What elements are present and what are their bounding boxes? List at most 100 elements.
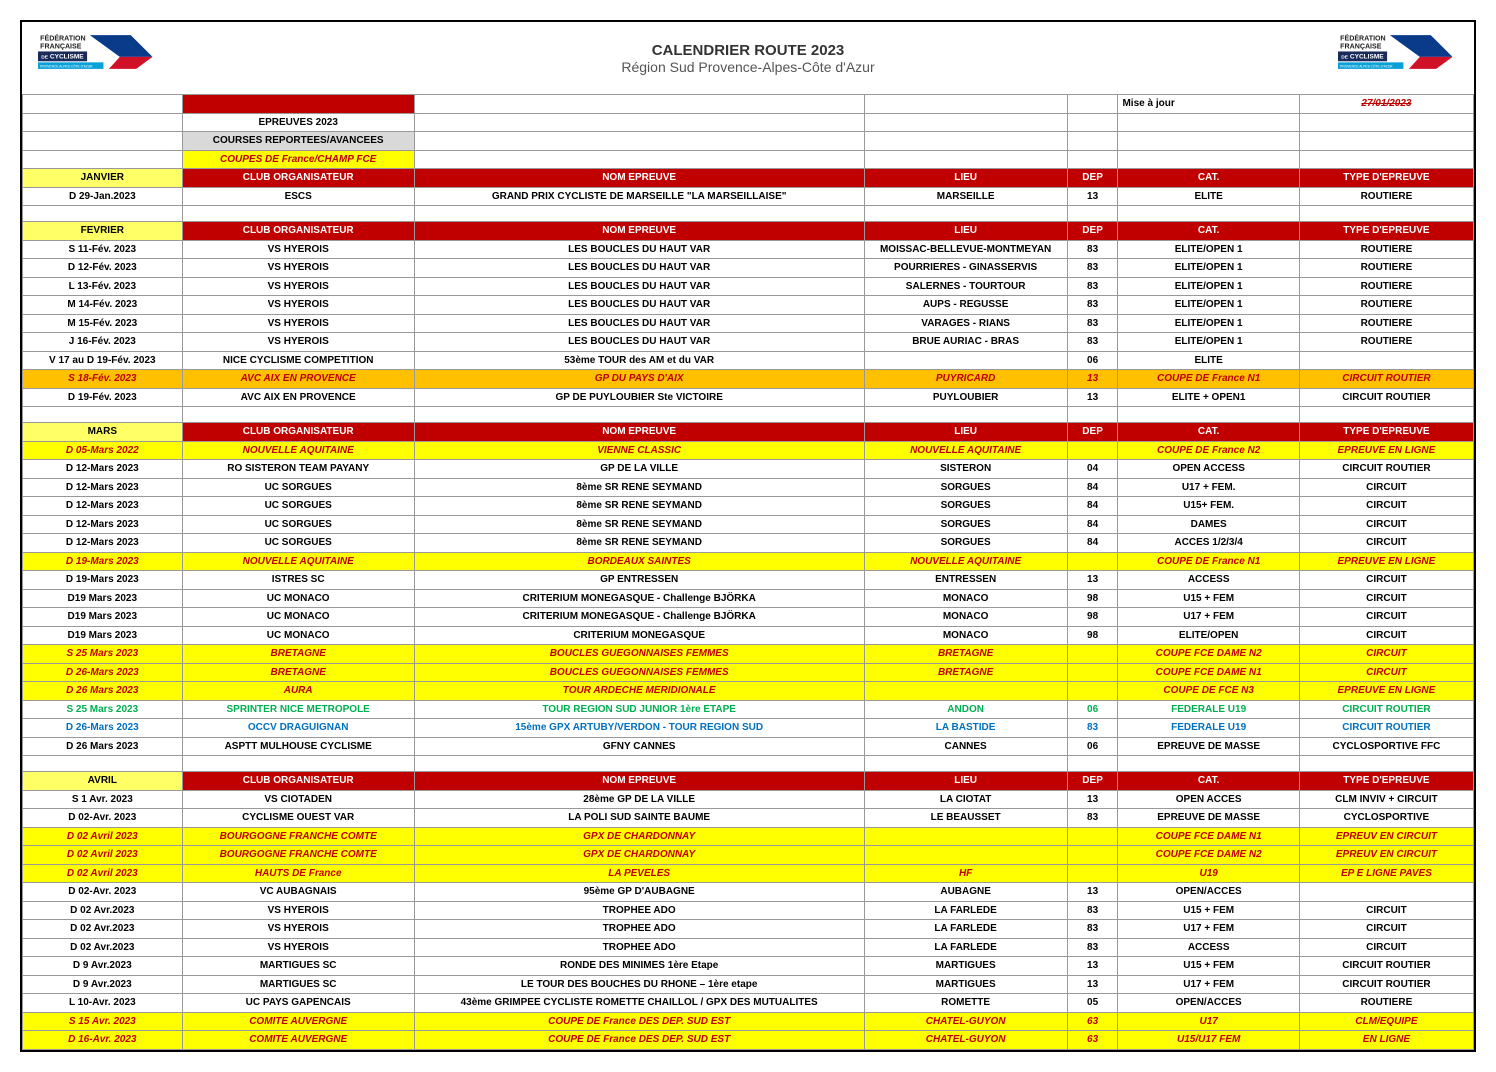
cell: D 02-Avr. 2023 [23, 883, 183, 902]
cell: BRETAGNE [864, 645, 1067, 664]
cell: CRITERIUM MONEGASQUE - Challenge BJÖRKA [414, 608, 864, 627]
cell: COUPE FCE DAME N1 [1118, 827, 1299, 846]
cell: CRITERIUM MONEGASQUE - Challenge BJÖRKA [414, 589, 864, 608]
cell: PUYLOUBIER [864, 388, 1067, 407]
cell: GP DE LA VILLE [414, 460, 864, 479]
cell [864, 407, 1067, 423]
cell: AVC AIX EN PROVENCE [182, 370, 414, 389]
cell: UC PAYS GAPENCAIS [182, 994, 414, 1013]
cell: NICE CYCLISME COMPETITION [182, 351, 414, 370]
cell: 13 [1067, 388, 1118, 407]
cell: VS HYEROIS [182, 920, 414, 939]
table-row: D 12-Fév. 2023VS HYEROISLES BOUCLES DU H… [23, 259, 1474, 278]
cell: CLM/EQUIPE [1299, 1012, 1473, 1031]
cell: ROUTIERE [1299, 187, 1473, 206]
cell: ELITE/OPEN 1 [1118, 296, 1299, 315]
cell: 06 [1067, 737, 1118, 756]
cell [23, 756, 183, 772]
cell: COURSES REPORTEES/AVANCEES [182, 132, 414, 151]
cell [1118, 206, 1299, 222]
cell: CLUB ORGANISATEUR [182, 222, 414, 241]
cell: LES BOUCLES DU HAUT VAR [414, 314, 864, 333]
cell [1067, 846, 1118, 865]
cell: LA FARLEDE [864, 901, 1067, 920]
cell: U17 + FEM [1118, 920, 1299, 939]
cell: 95ème GP D'AUBAGNE [414, 883, 864, 902]
cell: CIRCUIT [1299, 645, 1473, 664]
cell: CIRCUIT [1299, 608, 1473, 627]
cell: TROPHEE ADO [414, 901, 864, 920]
cell: 27/01/2023 [1299, 95, 1473, 114]
cell [1067, 663, 1118, 682]
cell: RONDE DES MINIMES 1ère Etape [414, 957, 864, 976]
cell [1299, 883, 1473, 902]
table-row: COURSES ANNULEESMise à jour27/01/2023 [23, 95, 1474, 114]
cell: U17 + FEM [1118, 975, 1299, 994]
cell: ELITE/OPEN 1 [1118, 277, 1299, 296]
cell: BOURGOGNE FRANCHE COMTE [182, 846, 414, 865]
table-row: D 26-Mars 2023OCCV DRAGUIGNAN15ème GPX A… [23, 719, 1474, 738]
cell: CIRCUIT [1299, 571, 1473, 590]
cell: LE TOUR DES BOUCHES DU RHONE – 1ère etap… [414, 975, 864, 994]
cell: EPREUVE EN LIGNE [1299, 441, 1473, 460]
cell [1067, 827, 1118, 846]
cell: GPX DE CHARDONNAY [414, 846, 864, 865]
cell: MARTIGUES [864, 957, 1067, 976]
cell: OPEN/ACCES [1118, 883, 1299, 902]
cell: NOM EPREUVE [414, 423, 864, 442]
cell: U15 + FEM [1118, 957, 1299, 976]
cell: ENTRESSEN [864, 571, 1067, 590]
cell: V 17 au D 19-Fév. 2023 [23, 351, 183, 370]
cell: HAUTS DE France [182, 864, 414, 883]
cell [864, 132, 1067, 151]
cell: SPRINTER NICE METROPOLE [182, 700, 414, 719]
cell: CAT. [1118, 222, 1299, 241]
cell [864, 682, 1067, 701]
cell: D 05-Mars 2022 [23, 441, 183, 460]
cell: 63 [1067, 1012, 1118, 1031]
cell [1067, 95, 1118, 114]
cell [23, 150, 183, 169]
cell: TYPE D'EPREUVE [1299, 423, 1473, 442]
cell: BRUE AURIAC - BRAS [864, 333, 1067, 352]
cell: D 02 Avril 2023 [23, 846, 183, 865]
cell: L 13-Fév. 2023 [23, 277, 183, 296]
table-row: AVRILCLUB ORGANISATEURNOM EPREUVELIEUDEP… [23, 772, 1474, 791]
cell: 84 [1067, 534, 1118, 553]
cell: SISTERON [864, 460, 1067, 479]
table-row: JANVIERCLUB ORGANISATEURNOM EPREUVELIEUD… [23, 169, 1474, 188]
cell: D 02-Avr. 2023 [23, 809, 183, 828]
cell: COMITE AUVERGNE [182, 1031, 414, 1050]
cell: D 12-Mars 2023 [23, 478, 183, 497]
cell [23, 113, 183, 132]
cell: CIRCUIT [1299, 515, 1473, 534]
title-sub: Région Sud Provence-Alpes-Côte d'Azur [158, 59, 1338, 75]
cell: FEVRIER [23, 222, 183, 241]
cell: D 12-Fév. 2023 [23, 259, 183, 278]
cell: 15ème GPX ARTUBY/VERDON - TOUR REGION SU… [414, 719, 864, 738]
cell: VS HYEROIS [182, 296, 414, 315]
cell: M 15-Fév. 2023 [23, 314, 183, 333]
cell: D 26-Mars 2023 [23, 719, 183, 738]
cell: CIRCUIT ROUTIER [1299, 370, 1473, 389]
cell: DEP [1067, 222, 1118, 241]
table-row: D 02 Avr.2023VS HYEROISTROPHEE ADOLA FAR… [23, 901, 1474, 920]
cell: JANVIER [23, 169, 183, 188]
cell: VS HYEROIS [182, 277, 414, 296]
cell: LES BOUCLES DU HAUT VAR [414, 333, 864, 352]
cell [414, 132, 864, 151]
cell: EPREUVES 2023 [182, 113, 414, 132]
cell: MARTIGUES SC [182, 957, 414, 976]
cell: CLM INVIV + CIRCUIT [1299, 790, 1473, 809]
cell: NOUVELLE AQUITAINE [182, 441, 414, 460]
cell [864, 95, 1067, 114]
cell: AUBAGNE [864, 883, 1067, 902]
table-row: D 26 Mars 2023ASPTT MULHOUSE CYCLISMEGFN… [23, 737, 1474, 756]
cell: UC MONACO [182, 608, 414, 627]
cell: GFNY CANNES [414, 737, 864, 756]
cell: 83 [1067, 809, 1118, 828]
table-row: D 9 Avr.2023MARTIGUES SCLE TOUR DES BOUC… [23, 975, 1474, 994]
cell: D 12-Mars 2023 [23, 515, 183, 534]
cell: U15+ FEM. [1118, 497, 1299, 516]
cell: MONACO [864, 589, 1067, 608]
